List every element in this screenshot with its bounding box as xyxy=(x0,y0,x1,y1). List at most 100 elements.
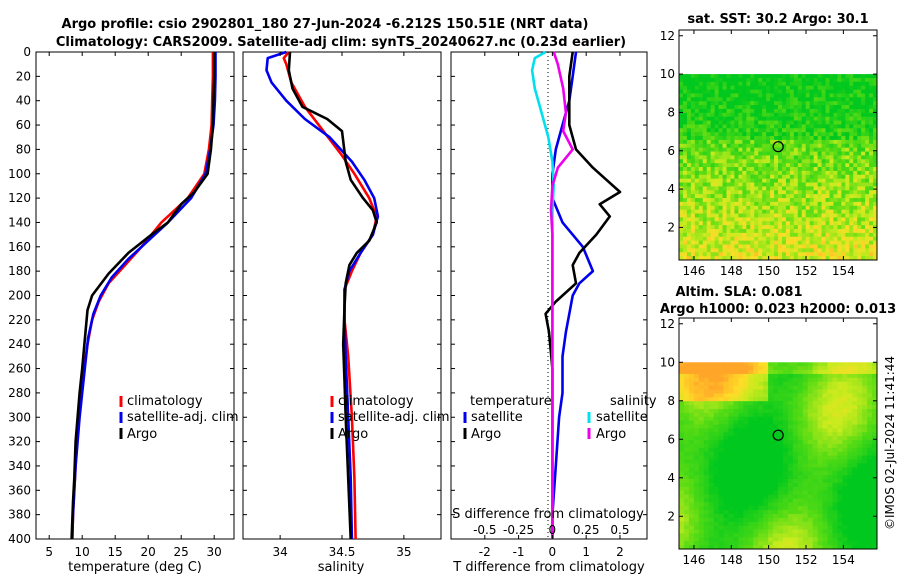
sla-cell xyxy=(872,432,878,437)
sla-cell xyxy=(693,510,700,515)
sst-cell xyxy=(679,151,684,156)
sla-cell xyxy=(728,482,734,488)
sst-cell xyxy=(869,105,874,110)
sst-cell xyxy=(837,112,842,118)
sst-cell xyxy=(679,93,684,98)
sst-cell xyxy=(861,163,866,168)
sst-cell xyxy=(833,256,838,261)
sla-cell xyxy=(713,525,720,531)
sst-cell xyxy=(789,182,795,187)
sst-cell xyxy=(797,136,803,141)
sla-cell xyxy=(782,478,789,484)
sla-cell xyxy=(698,397,705,402)
sst-cell xyxy=(690,136,696,141)
sst-cell xyxy=(710,139,716,145)
sst-cell xyxy=(789,225,795,230)
sla-cell xyxy=(792,389,799,394)
salinity-xlabel: salinity xyxy=(318,560,365,575)
sst-cell xyxy=(781,108,787,114)
sst-cell xyxy=(861,205,866,211)
sst-cell xyxy=(837,159,842,164)
sst-cell xyxy=(730,128,735,133)
sst-cell xyxy=(833,232,838,238)
sst-cell xyxy=(679,240,684,245)
sst-cell xyxy=(869,217,874,222)
sst-cell xyxy=(742,201,747,207)
sst-cell xyxy=(797,198,803,203)
sst-cell xyxy=(698,232,704,238)
depth-tick-label: 140 xyxy=(8,215,31,229)
sst-cell xyxy=(837,105,842,110)
sla-cell xyxy=(718,455,725,461)
sla-cell xyxy=(802,424,809,429)
sla-cell xyxy=(688,475,695,480)
sla-cell xyxy=(852,428,858,433)
sst-cell xyxy=(738,143,743,149)
sst-cell xyxy=(778,252,783,257)
sla-cell xyxy=(743,447,749,453)
sla-cell xyxy=(852,385,858,391)
sla-cell xyxy=(713,436,720,441)
sst-cell xyxy=(706,194,712,199)
sst-cell xyxy=(698,167,704,172)
sst-cell xyxy=(785,225,791,230)
sst-cell xyxy=(690,147,696,153)
sst-cell xyxy=(809,155,815,160)
sla-cell xyxy=(837,416,843,422)
sst-cell xyxy=(849,190,854,195)
sla-cell xyxy=(797,424,804,429)
sst-cell xyxy=(734,116,739,122)
sla-cell xyxy=(713,389,720,394)
sst-cell xyxy=(698,97,704,102)
sst-cell xyxy=(742,89,747,94)
sst-cell xyxy=(781,147,787,153)
sla-cell xyxy=(787,463,794,468)
sst-cell xyxy=(841,248,846,253)
sst-cell xyxy=(770,182,775,187)
sst-cell xyxy=(873,108,878,114)
sla-cell xyxy=(797,545,804,550)
sst-cell xyxy=(869,81,874,87)
sla-cell xyxy=(817,541,824,546)
sst-cell xyxy=(837,248,842,253)
sla-cell xyxy=(763,525,769,531)
sst-cell xyxy=(813,194,819,199)
sla-xtick-label: 150 xyxy=(757,553,780,567)
sst-cell xyxy=(679,124,684,129)
sla-cell xyxy=(847,416,853,422)
sla-cell xyxy=(817,389,824,394)
sla-cell xyxy=(852,525,858,531)
sst-cell xyxy=(873,213,878,218)
sst-cell xyxy=(679,244,684,249)
sst-cell xyxy=(679,89,684,94)
sst-cell xyxy=(821,93,827,98)
sst-cell xyxy=(805,194,811,199)
sst-cell xyxy=(730,163,735,168)
sst-cell xyxy=(861,182,866,187)
sst-cell xyxy=(686,139,692,145)
sst-cell xyxy=(738,201,743,207)
sst-cell xyxy=(730,120,735,125)
sst-cell xyxy=(694,178,700,184)
sst-cell xyxy=(857,85,862,91)
sla-cell xyxy=(703,541,710,546)
sst-cell xyxy=(698,248,704,253)
sst-cell xyxy=(726,198,731,203)
sla-cell xyxy=(842,436,848,441)
sst-cell xyxy=(746,74,751,79)
sst-cell xyxy=(809,217,815,222)
sla-cell xyxy=(807,537,814,542)
sst-cell xyxy=(714,120,720,125)
sla-cell xyxy=(753,506,759,511)
sst-cell xyxy=(718,236,724,242)
sla-cell xyxy=(822,401,828,406)
sla-cell xyxy=(768,370,774,375)
sst-cell xyxy=(710,194,716,199)
sst-cell xyxy=(702,97,708,102)
sst-cell xyxy=(718,182,724,187)
sla-cell xyxy=(733,471,739,476)
sla-cell xyxy=(797,405,804,410)
sst-cell xyxy=(797,159,803,164)
sla-cell xyxy=(852,432,858,437)
sla-cell xyxy=(718,537,725,542)
